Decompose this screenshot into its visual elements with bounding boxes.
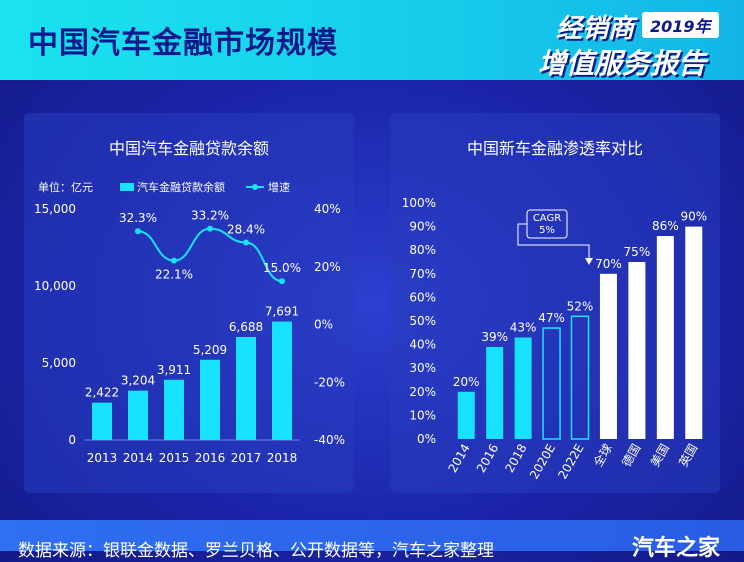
header-banner: 中国汽车金融市场规模 经销商 2019年 增值服务报告 xyxy=(0,0,744,80)
x-tick-label: 英国 xyxy=(676,442,700,470)
bar xyxy=(685,226,703,439)
y2-tick-label: 20% xyxy=(314,260,341,274)
bar-value-label: 5,209 xyxy=(193,343,227,357)
loan-unit-label: 单位：亿元 xyxy=(38,180,93,194)
bar-value-label: 20% xyxy=(453,375,480,389)
bar xyxy=(514,337,532,439)
x-tick-label: 美国 xyxy=(648,442,672,470)
growth-value-label: 32.3% xyxy=(119,211,157,225)
bar-value-label: 39% xyxy=(481,330,508,344)
y2-tick-label: -40% xyxy=(314,433,345,447)
y-tick-label: 60% xyxy=(409,290,436,304)
bar xyxy=(570,315,590,440)
bar-value-label: 7,691 xyxy=(265,305,299,319)
report-badge-line1: 经销商 xyxy=(556,14,635,44)
x-tick-label: 2018 xyxy=(267,451,298,465)
x-tick-label: 2014 xyxy=(445,442,472,475)
autohome-logo: 汽车之家 xyxy=(631,536,720,561)
y-tick-label: 70% xyxy=(409,267,436,281)
bar xyxy=(457,391,475,439)
penetration-panel: 中国新车金融渗透率对比 CAGR 5% 0% 10% 20% 30% 40% 50% 60%… xyxy=(390,113,720,493)
bar xyxy=(200,359,220,440)
x-tick-label: 全球 xyxy=(590,441,615,469)
x-tick-label: 2014 xyxy=(123,451,154,465)
bar-value-label: 90% xyxy=(680,210,707,224)
bar xyxy=(542,327,561,440)
report-badge-year: 2019年 xyxy=(642,12,719,38)
page-title: 中国汽车金融市场规模 xyxy=(28,26,338,61)
y-tick-label: 30% xyxy=(409,361,436,375)
growth-value-label: 22.1% xyxy=(155,268,193,282)
y-tick-label: 0% xyxy=(417,432,436,446)
y2-tick-label: 0% xyxy=(314,318,333,332)
bar xyxy=(164,379,184,440)
cagr-label: CAGR xyxy=(533,213,561,224)
report-badge: 经销商 2019年 增值服务报告 xyxy=(534,8,724,80)
growth-point xyxy=(207,225,213,232)
bar-value-label: 47% xyxy=(538,311,565,325)
bar xyxy=(599,273,617,439)
y-tick-label: 10% xyxy=(409,408,436,422)
growth-value-label: 28.4% xyxy=(227,222,265,236)
growth-point xyxy=(243,239,249,246)
x-tick-label: 2018 xyxy=(502,442,529,475)
bar xyxy=(486,346,504,439)
x-tick-label: 2013 xyxy=(87,451,118,465)
growth-value-label: 15.0% xyxy=(263,261,301,275)
growth-value-label: 33.2% xyxy=(191,209,229,223)
x-tick-label: 2016 xyxy=(474,442,501,475)
y-tick-label: 90% xyxy=(409,220,436,234)
bar-value-label: 3,204 xyxy=(121,374,155,388)
footer-bar: 数据来源：银联金数据、罗兰贝格、公开数据等，汽车之家整理 汽车之家 xyxy=(0,520,744,561)
bar xyxy=(656,236,674,439)
bar-value-label: 75% xyxy=(624,245,651,259)
loan-balance-chart: 单位：亿元 汽车金融贷款余额 增速 0 5,000 10,000 15,000 -40%… xyxy=(34,180,345,465)
x-tick-label: 2022E xyxy=(555,442,586,482)
legend-bar-label: 汽车金融贷款余额 xyxy=(137,180,225,194)
bar xyxy=(628,262,646,439)
cagr-value: 5% xyxy=(539,225,555,236)
y-tick-label: 100% xyxy=(402,196,436,210)
bar-value-label: 52% xyxy=(567,299,594,313)
loan-chart-title: 中国汽车金融贷款余额 xyxy=(108,139,269,158)
x-tick-label: 2017 xyxy=(231,451,262,465)
y-tick-label: 40% xyxy=(409,338,436,352)
y-tick-label: 50% xyxy=(409,314,436,328)
x-tick-label: 2015 xyxy=(159,451,190,465)
loan-balance-panel: 中国汽车金融贷款余额 单位：亿元 汽车金融贷款余额 增速 0 5,000 10,00… xyxy=(24,113,354,493)
growth-point xyxy=(135,228,141,235)
bar-value-label: 2,422 xyxy=(85,386,119,400)
legend-line-label: 增速 xyxy=(268,180,290,194)
report-badge-line2: 增值服务报告 xyxy=(538,47,707,80)
y-tick-label: 15,000 xyxy=(34,202,76,216)
cagr-arrow-head xyxy=(585,258,593,265)
penetration-chart: CAGR 5% 0% 10% 20% 30% 40% 50% 60% 70% 80% 90% 100… xyxy=(402,196,707,482)
y-tick-label: 20% xyxy=(409,385,436,399)
bar-value-label: 70% xyxy=(595,257,622,271)
growth-point xyxy=(279,278,285,285)
y-tick-label: 5,000 xyxy=(42,356,76,370)
x-tick-label: 2016 xyxy=(195,451,226,465)
growth-point xyxy=(171,257,177,264)
bar-value-label: 86% xyxy=(652,219,679,233)
bar xyxy=(128,390,148,440)
y2-tick-label: 40% xyxy=(314,202,341,216)
y-tick-label: 10,000 xyxy=(34,279,76,293)
cagr-bracket xyxy=(517,223,590,259)
penetration-chart-title: 中国新车金融渗透率对比 xyxy=(466,139,643,158)
y2-tick-label: -20% xyxy=(314,375,345,389)
bar xyxy=(236,337,256,440)
data-source-text: 数据来源：银联金数据、罗兰贝格、公开数据等，汽车之家整理 xyxy=(18,541,494,561)
bar xyxy=(272,321,292,440)
bar xyxy=(92,402,112,440)
y-tick-label: 80% xyxy=(409,243,436,257)
legend-bar-swatch xyxy=(120,183,134,191)
x-tick-label: 德国 xyxy=(618,441,643,469)
bar-value-label: 43% xyxy=(510,321,537,335)
bar-value-label: 6,688 xyxy=(229,320,263,334)
bar-value-label: 3,911 xyxy=(157,363,191,377)
legend-line-marker xyxy=(252,184,258,190)
x-tick-label: 2020E xyxy=(527,442,558,482)
y-tick-label: 0 xyxy=(68,433,76,447)
